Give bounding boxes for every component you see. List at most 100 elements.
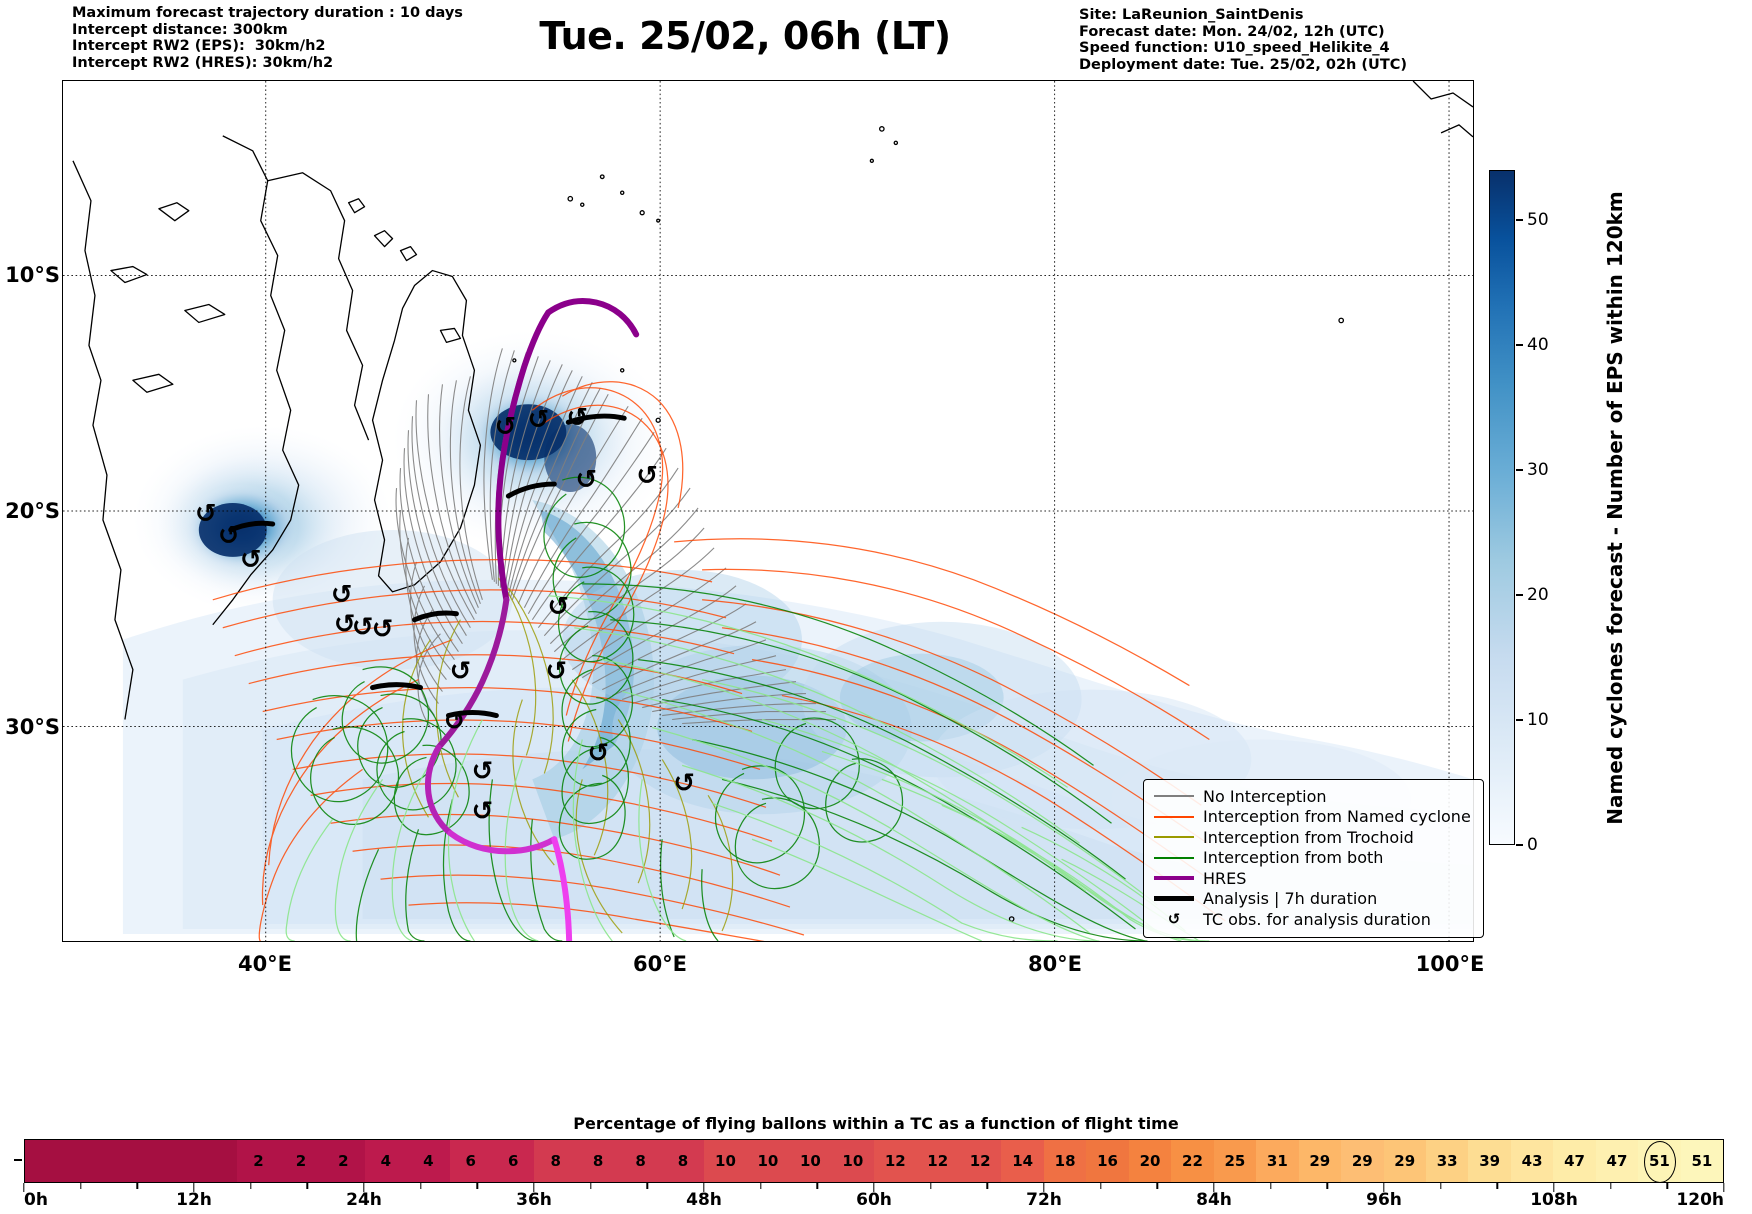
- svg-text:↺: ↺: [195, 499, 217, 529]
- percentage-cell-12: 8: [534, 1140, 577, 1182]
- percentage-cell-33: 33: [1425, 1140, 1469, 1182]
- percentage-axis-label-0h: 0h: [24, 1190, 48, 1210]
- lon-label-100e: 100°E: [1415, 952, 1485, 976]
- percentage-minor-tick: [589, 1183, 592, 1189]
- percentage-bar-left-tick: [14, 1159, 22, 1161]
- percentage-tick-60h: [873, 1183, 875, 1192]
- percentage-cell-11: 6: [491, 1140, 535, 1182]
- svg-text:↺: ↺: [636, 461, 658, 491]
- svg-text:↺: ↺: [575, 465, 597, 495]
- legend-label-tc-obs: TC obs. for analysis duration: [1203, 909, 1431, 929]
- cbar-tick-30: 30: [1527, 460, 1549, 480]
- svg-text:↺: ↺: [472, 796, 494, 826]
- percentage-cell-23: 14: [1001, 1140, 1044, 1182]
- legend-item-hres[interactable]: HRES: [1154, 868, 1471, 889]
- percentage-bar[interactable]: 2 2 2 4 4 6 6 8 8 8 8 10 10 10 10 12 12 12 14 18 16 20 22 25 31 2…: [24, 1139, 1724, 1183]
- svg-text:↺: ↺: [372, 615, 394, 645]
- hres-track: [425, 297, 640, 941]
- percentage-axis-label-120h: 120h: [1676, 1190, 1724, 1210]
- colorbar-ticks: 0 10 20 30 40 50: [1516, 170, 1576, 855]
- percentage-cell-4: [194, 1140, 238, 1182]
- percentage-bar-ticks: [23, 1183, 1725, 1192]
- page-title: Tue. 25/02, 06h (LT): [539, 14, 951, 58]
- percentage-tick-120h: [1723, 1183, 1725, 1192]
- percentage-cell-30: 29: [1298, 1140, 1342, 1182]
- percentage-axis-label-108h: 108h: [1530, 1190, 1578, 1210]
- percentage-cell-16: 10: [704, 1140, 747, 1182]
- legend-label-trochoid: Interception from Trochoid: [1203, 827, 1414, 847]
- colorbar-title-text: Named cyclones forecast - Number of EPS …: [1603, 190, 1628, 825]
- percentage-cell-2: [109, 1140, 153, 1182]
- percentage-cell-31: 29: [1341, 1140, 1384, 1182]
- trajectories-no-interception: [395, 348, 836, 728]
- svg-text:↺: ↺: [566, 403, 588, 433]
- percentage-cell-26: 20: [1128, 1140, 1172, 1182]
- percentage-minor-tick: [1609, 1183, 1612, 1189]
- lon-label-60e: 60°E: [632, 952, 688, 976]
- percentage-minor-tick: [759, 1183, 762, 1189]
- legend-item-named-cyclone[interactable]: Interception from Named cyclone: [1154, 807, 1471, 828]
- percentage-cell-14: 8: [619, 1140, 662, 1182]
- percentage-cell-24: 18: [1043, 1140, 1087, 1182]
- percentage-minor-tick: [1439, 1183, 1442, 1189]
- percentage-axis-label-96h: 96h: [1366, 1190, 1402, 1210]
- legend-item-tc-obs[interactable]: ↺ TC obs. for analysis duration: [1154, 909, 1471, 930]
- svg-text:↺: ↺: [527, 405, 549, 435]
- percentage-minor-tick: [249, 1183, 252, 1189]
- percentage-minor-tick: [1099, 1183, 1102, 1189]
- percentage-cell-6: 2: [279, 1140, 323, 1182]
- percentage-axis-label-48h: 48h: [686, 1190, 722, 1210]
- legend-label-named-cyclone: Interception from Named cyclone: [1203, 807, 1471, 827]
- percentage-tick-0h: [23, 1183, 25, 1192]
- percentage-minor-tick: [929, 1183, 932, 1189]
- percentage-cell-18: 10: [789, 1140, 832, 1182]
- svg-text:↺: ↺: [334, 610, 356, 640]
- percentage-minor-tick: [419, 1183, 422, 1189]
- percentage-cell-13: 8: [576, 1140, 620, 1182]
- percentage-cell-0: [25, 1140, 68, 1182]
- percentage-cell-35: 43: [1510, 1140, 1554, 1182]
- svg-text:↺: ↺: [587, 738, 609, 768]
- legend-item-analysis[interactable]: Analysis | 7h duration: [1154, 889, 1471, 910]
- percentage-cell-29: 31: [1256, 1140, 1299, 1182]
- percentage-bar-axis-labels: 0h 12h 24h 36h 48h 60h 72h 84h 96h 108h 120h: [24, 1190, 1724, 1214]
- lat-label-10s: 10°S: [5, 263, 60, 287]
- percentage-cell-17: 10: [746, 1140, 790, 1182]
- percentage-cell-32: 29: [1383, 1140, 1426, 1182]
- tc-observation-markers: ↺ ↺ ↺ ↺ ↺ ↺ ↺ ↺ ↺ ↺ ↺ ↺ ↺ ↺ ↺ ↺ ↺ ↺ ↺ ↺: [195, 403, 695, 826]
- percentage-minor-tick: [1326, 1183, 1329, 1189]
- map-legend[interactable]: No Interception Interception from Named …: [1143, 779, 1484, 938]
- percentage-cell-9: 4: [407, 1140, 450, 1182]
- percentage-cell-34: 39: [1468, 1140, 1511, 1182]
- header-right-annotations: Site: LaReunion_SaintDenis Forecast date…: [1079, 7, 1407, 74]
- cbar-tick-40: 40: [1527, 335, 1549, 355]
- map-canvas: ↺ ↺ ↺ ↺ ↺ ↺ ↺ ↺ ↺ ↺ ↺ ↺ ↺ ↺ ↺ ↺ ↺ ↺ ↺ ↺: [63, 81, 1473, 941]
- percentage-cell-27: 22: [1171, 1140, 1214, 1182]
- percentage-tick-84h: [1213, 1183, 1215, 1192]
- legend-item-trochoid[interactable]: Interception from Trochoid: [1154, 827, 1471, 848]
- coastlines: [72, 81, 1473, 941]
- percentage-cell-19: 10: [831, 1140, 875, 1182]
- legend-swatch-analysis: [1154, 896, 1194, 902]
- percentage-cell-38: 51: [1638, 1140, 1681, 1183]
- percentage-axis-label-60h: 60h: [856, 1190, 892, 1210]
- legend-label-hres: HRES: [1203, 868, 1247, 888]
- svg-text:↺: ↺: [495, 412, 517, 442]
- legend-item-no-interception[interactable]: No Interception: [1154, 786, 1471, 807]
- percentage-minor-tick: [136, 1183, 139, 1189]
- forecast-map[interactable]: ↺ ↺ ↺ ↺ ↺ ↺ ↺ ↺ ↺ ↺ ↺ ↺ ↺ ↺ ↺ ↺ ↺ ↺ ↺ ↺: [62, 80, 1474, 942]
- percentage-minor-tick: [476, 1183, 479, 1189]
- percentage-tick-72h: [1043, 1183, 1045, 1192]
- percentage-cell-39: 51: [1680, 1140, 1724, 1182]
- percentage-cell-7: 2: [322, 1140, 365, 1182]
- legend-label-no-interception: No Interception: [1203, 786, 1327, 806]
- percentage-cell-5: 2: [237, 1140, 280, 1182]
- svg-text:↺: ↺: [673, 768, 695, 798]
- eps-colorbar[interactable]: 0 10 20 30 40 50: [1489, 170, 1549, 855]
- legend-item-both[interactable]: Interception from both: [1154, 848, 1471, 869]
- colorbar-title: Named cyclones forecast - Number of EPS …: [1600, 170, 1630, 845]
- percentage-cell-25: 16: [1086, 1140, 1129, 1182]
- header-left-annotations: Maximum forecast trajectory duration : 1…: [72, 5, 463, 72]
- svg-text:↺: ↺: [472, 756, 494, 786]
- percentage-cell-15: 8: [661, 1140, 705, 1182]
